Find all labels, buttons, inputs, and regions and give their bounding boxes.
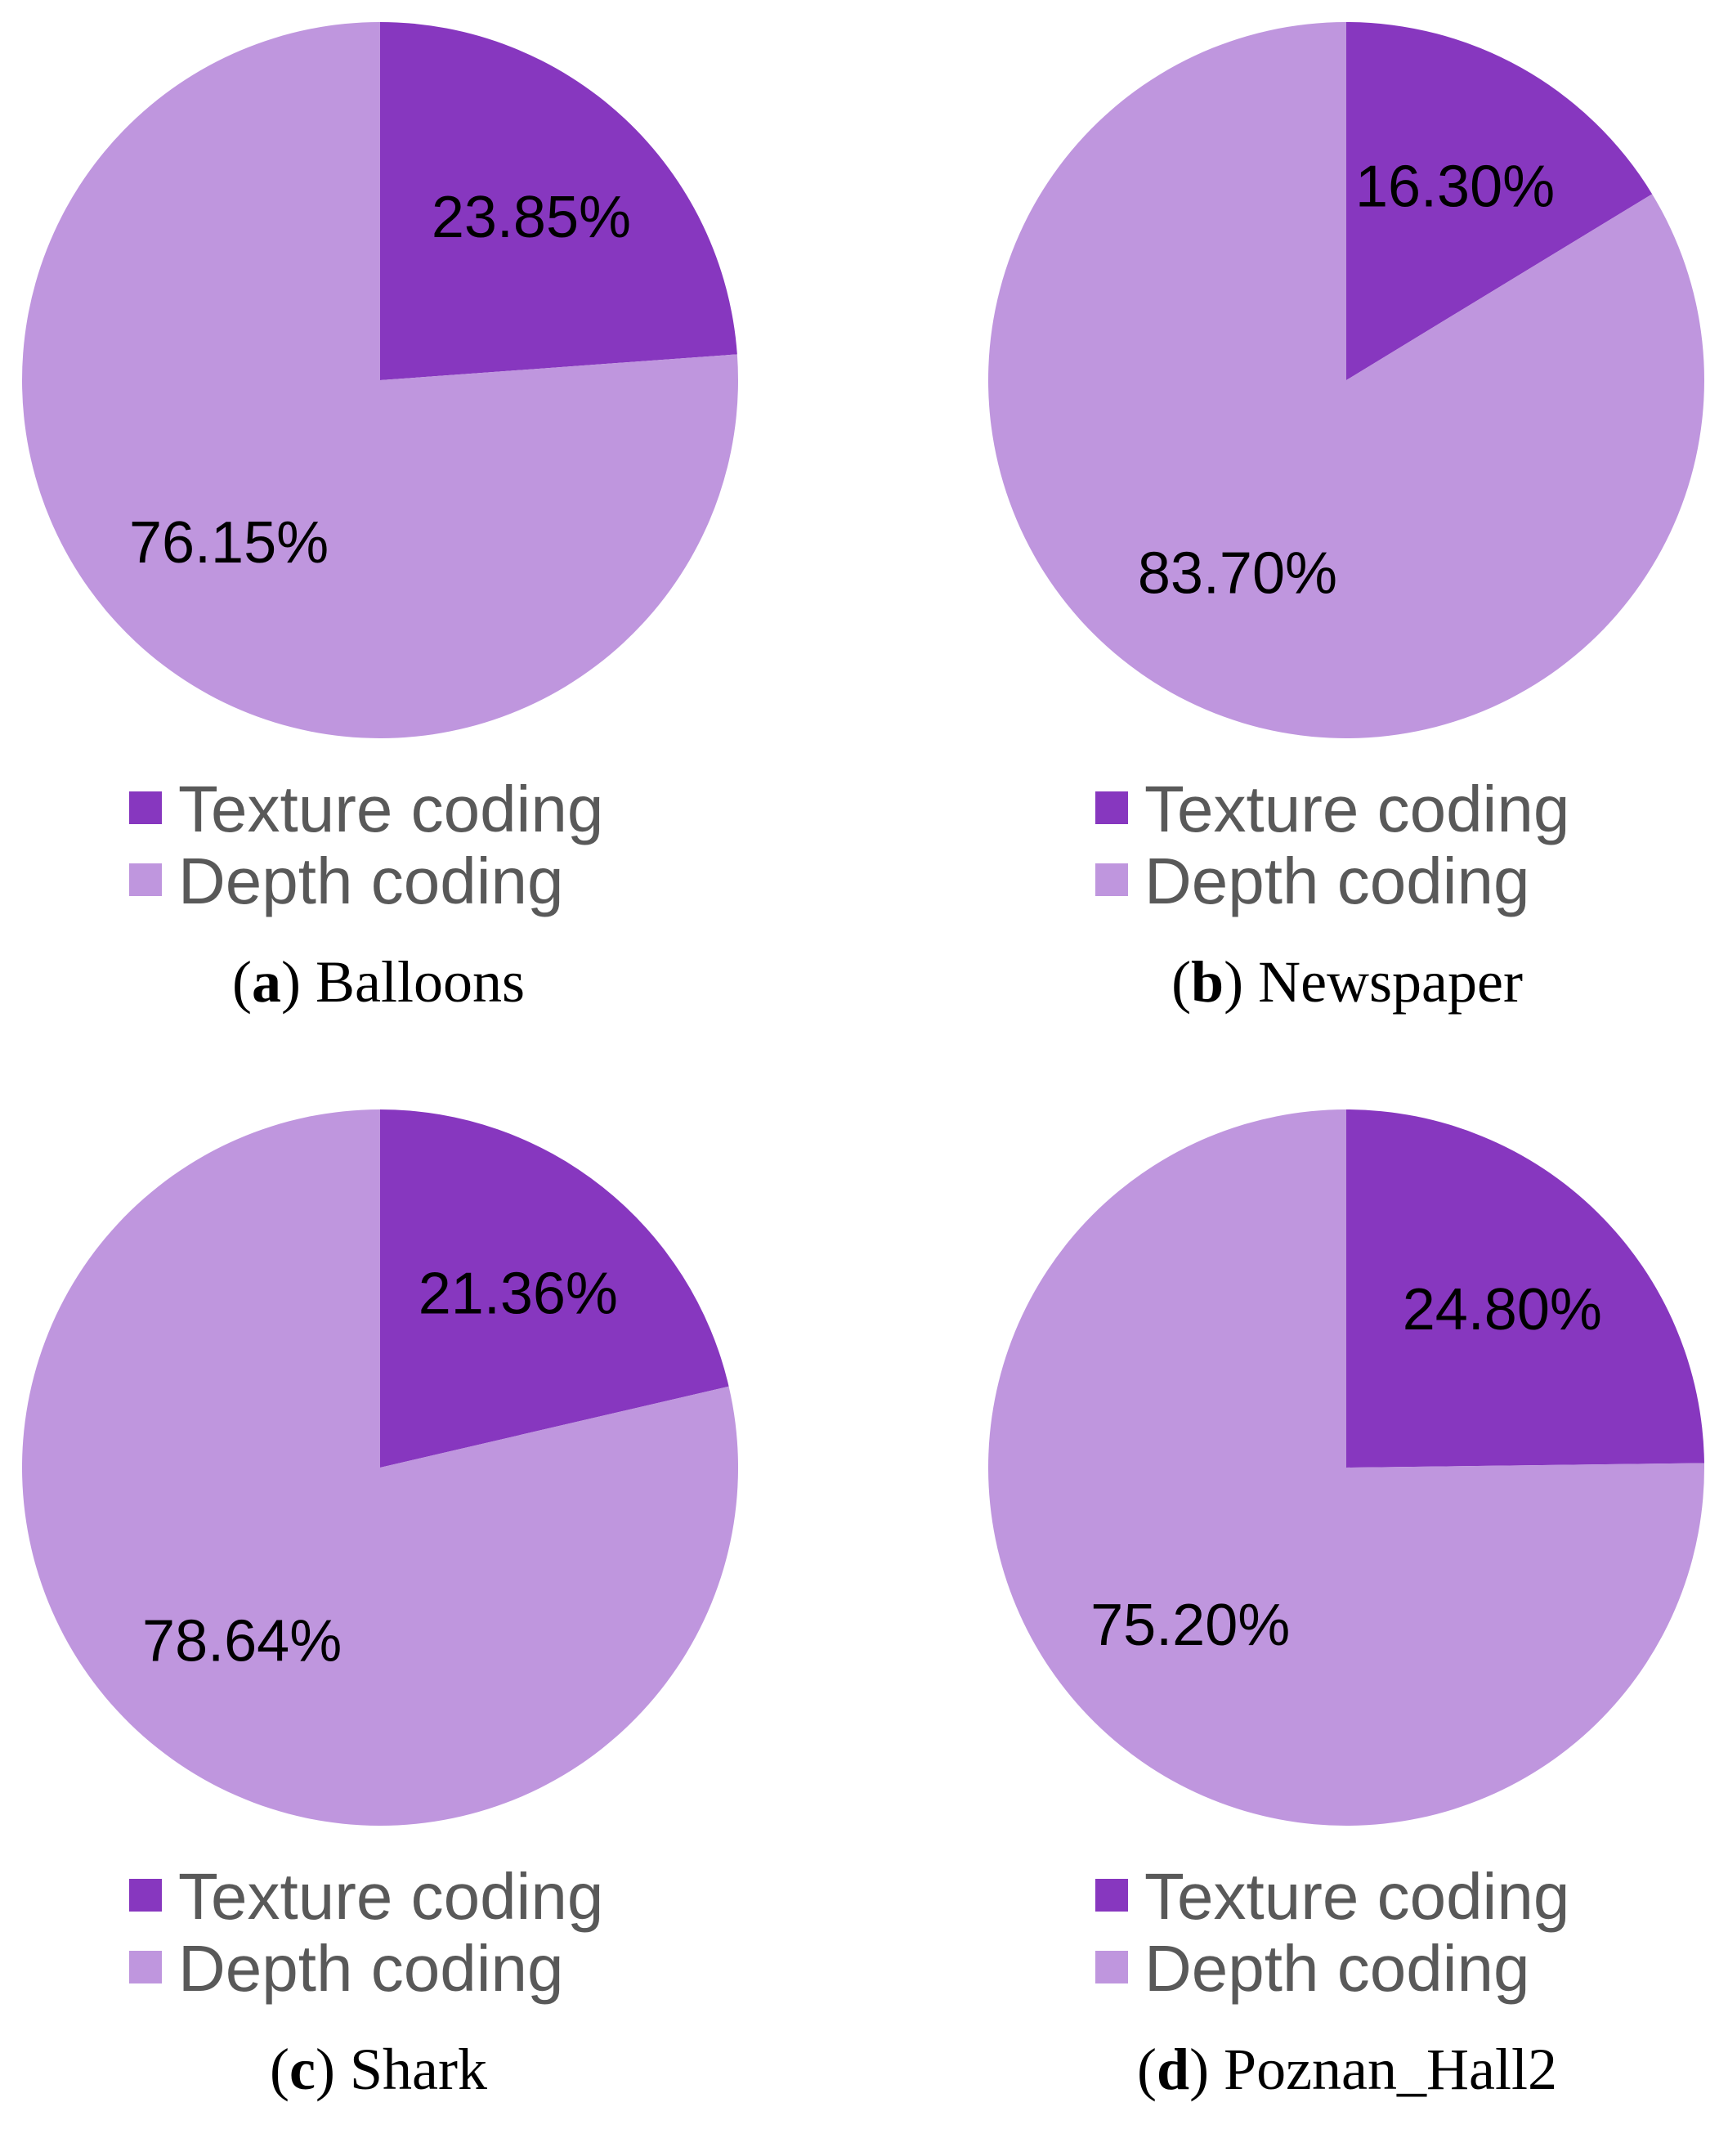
legend-label-texture: Texture coding (1144, 773, 1570, 845)
legend-swatch-depth (129, 863, 162, 896)
legend-item-depth: Depth coding (1095, 1936, 1529, 2001)
chart-panel-b: 16.30% 83.70% Texture coding Depth coding… (966, 0, 1728, 1069)
pie-slice-texture (1346, 1109, 1704, 1468)
caption-text: Newspaper (1258, 949, 1523, 1015)
chart-panel-a: 23.85% 76.15% Texture coding Depth coding… (0, 0, 864, 1069)
pie-chart: 24.80% 75.20% (987, 1109, 1704, 1826)
legend-label-depth: Depth coding (178, 1932, 564, 2005)
pie-slice-depth (21, 22, 739, 739)
legend-item-depth: Depth coding (129, 849, 563, 914)
caption-text: Balloons (315, 949, 525, 1015)
subfigure-caption: (b) Newspaper (1171, 949, 1523, 1015)
legend-item-texture: Texture coding (1095, 1864, 1569, 1930)
legend-label-texture: Texture coding (178, 1860, 604, 1933)
caption-letter: c (289, 2037, 316, 2102)
caption-text: Poznan_Hall2 (1224, 2037, 1557, 2102)
data-label-texture: 16.30% (1355, 154, 1555, 219)
data-label-depth: 83.70% (1138, 541, 1337, 607)
legend-swatch-texture (1095, 1878, 1128, 1912)
legend-label-texture: Texture coding (1144, 1860, 1570, 1933)
subfigure-caption: (d) Poznan_Hall2 (1137, 2037, 1557, 2102)
legend-label-depth: Depth coding (1144, 1932, 1530, 2005)
legend-item-depth: Depth coding (129, 1936, 563, 2001)
subfigure-caption: (c) Shark (270, 2037, 487, 2102)
legend-label-texture: Texture coding (178, 773, 604, 845)
legend-swatch-texture (1095, 791, 1128, 824)
caption-text: Shark (349, 2037, 487, 2102)
pie-chart: 16.30% 83.70% (988, 22, 1704, 738)
caption-letter: d (1157, 2037, 1190, 2102)
chart-panel-c: 21.36% 78.64% Texture coding Depth coding… (0, 1087, 864, 2156)
pie-slice-depth (988, 22, 1704, 738)
data-label-texture: 24.80% (1403, 1277, 1602, 1342)
pie-chart: 21.36% 78.64% (21, 1109, 738, 1826)
subfigure-caption: (a) Balloons (232, 949, 525, 1015)
legend-swatch-texture (129, 791, 162, 824)
pie-chart: 23.85% 76.15% (21, 22, 739, 739)
data-label-depth: 76.15% (129, 510, 329, 576)
legend-item-depth: Depth coding (1095, 849, 1529, 914)
legend-swatch-texture (129, 1878, 162, 1912)
pie-slice-texture (380, 1109, 729, 1468)
data-label-depth: 78.64% (142, 1609, 342, 1674)
legend-swatch-depth (1095, 863, 1128, 896)
legend-item-texture: Texture coding (129, 1864, 603, 1930)
legend-label-depth: Depth coding (178, 845, 564, 917)
pie-slice-depth (987, 1109, 1704, 1826)
chart-panel-d: 24.80% 75.20% Texture coding Depth coding… (966, 1087, 1728, 2156)
data-label-texture: 23.85% (432, 185, 631, 250)
legend-swatch-depth (129, 1950, 162, 1983)
data-label-texture: 21.36% (419, 1261, 618, 1326)
pie-slice-texture (380, 22, 737, 380)
caption-letter: b (1191, 949, 1224, 1015)
legend-item-texture: Texture coding (1095, 777, 1569, 842)
data-label-depth: 75.20% (1090, 1593, 1290, 1658)
pie-slice-texture (1346, 22, 1653, 380)
legend-label-depth: Depth coding (1144, 845, 1530, 917)
legend-item-texture: Texture coding (129, 777, 603, 842)
caption-letter: a (251, 949, 281, 1015)
legend-swatch-depth (1095, 1950, 1128, 1983)
pie-slice-depth (21, 1109, 738, 1826)
